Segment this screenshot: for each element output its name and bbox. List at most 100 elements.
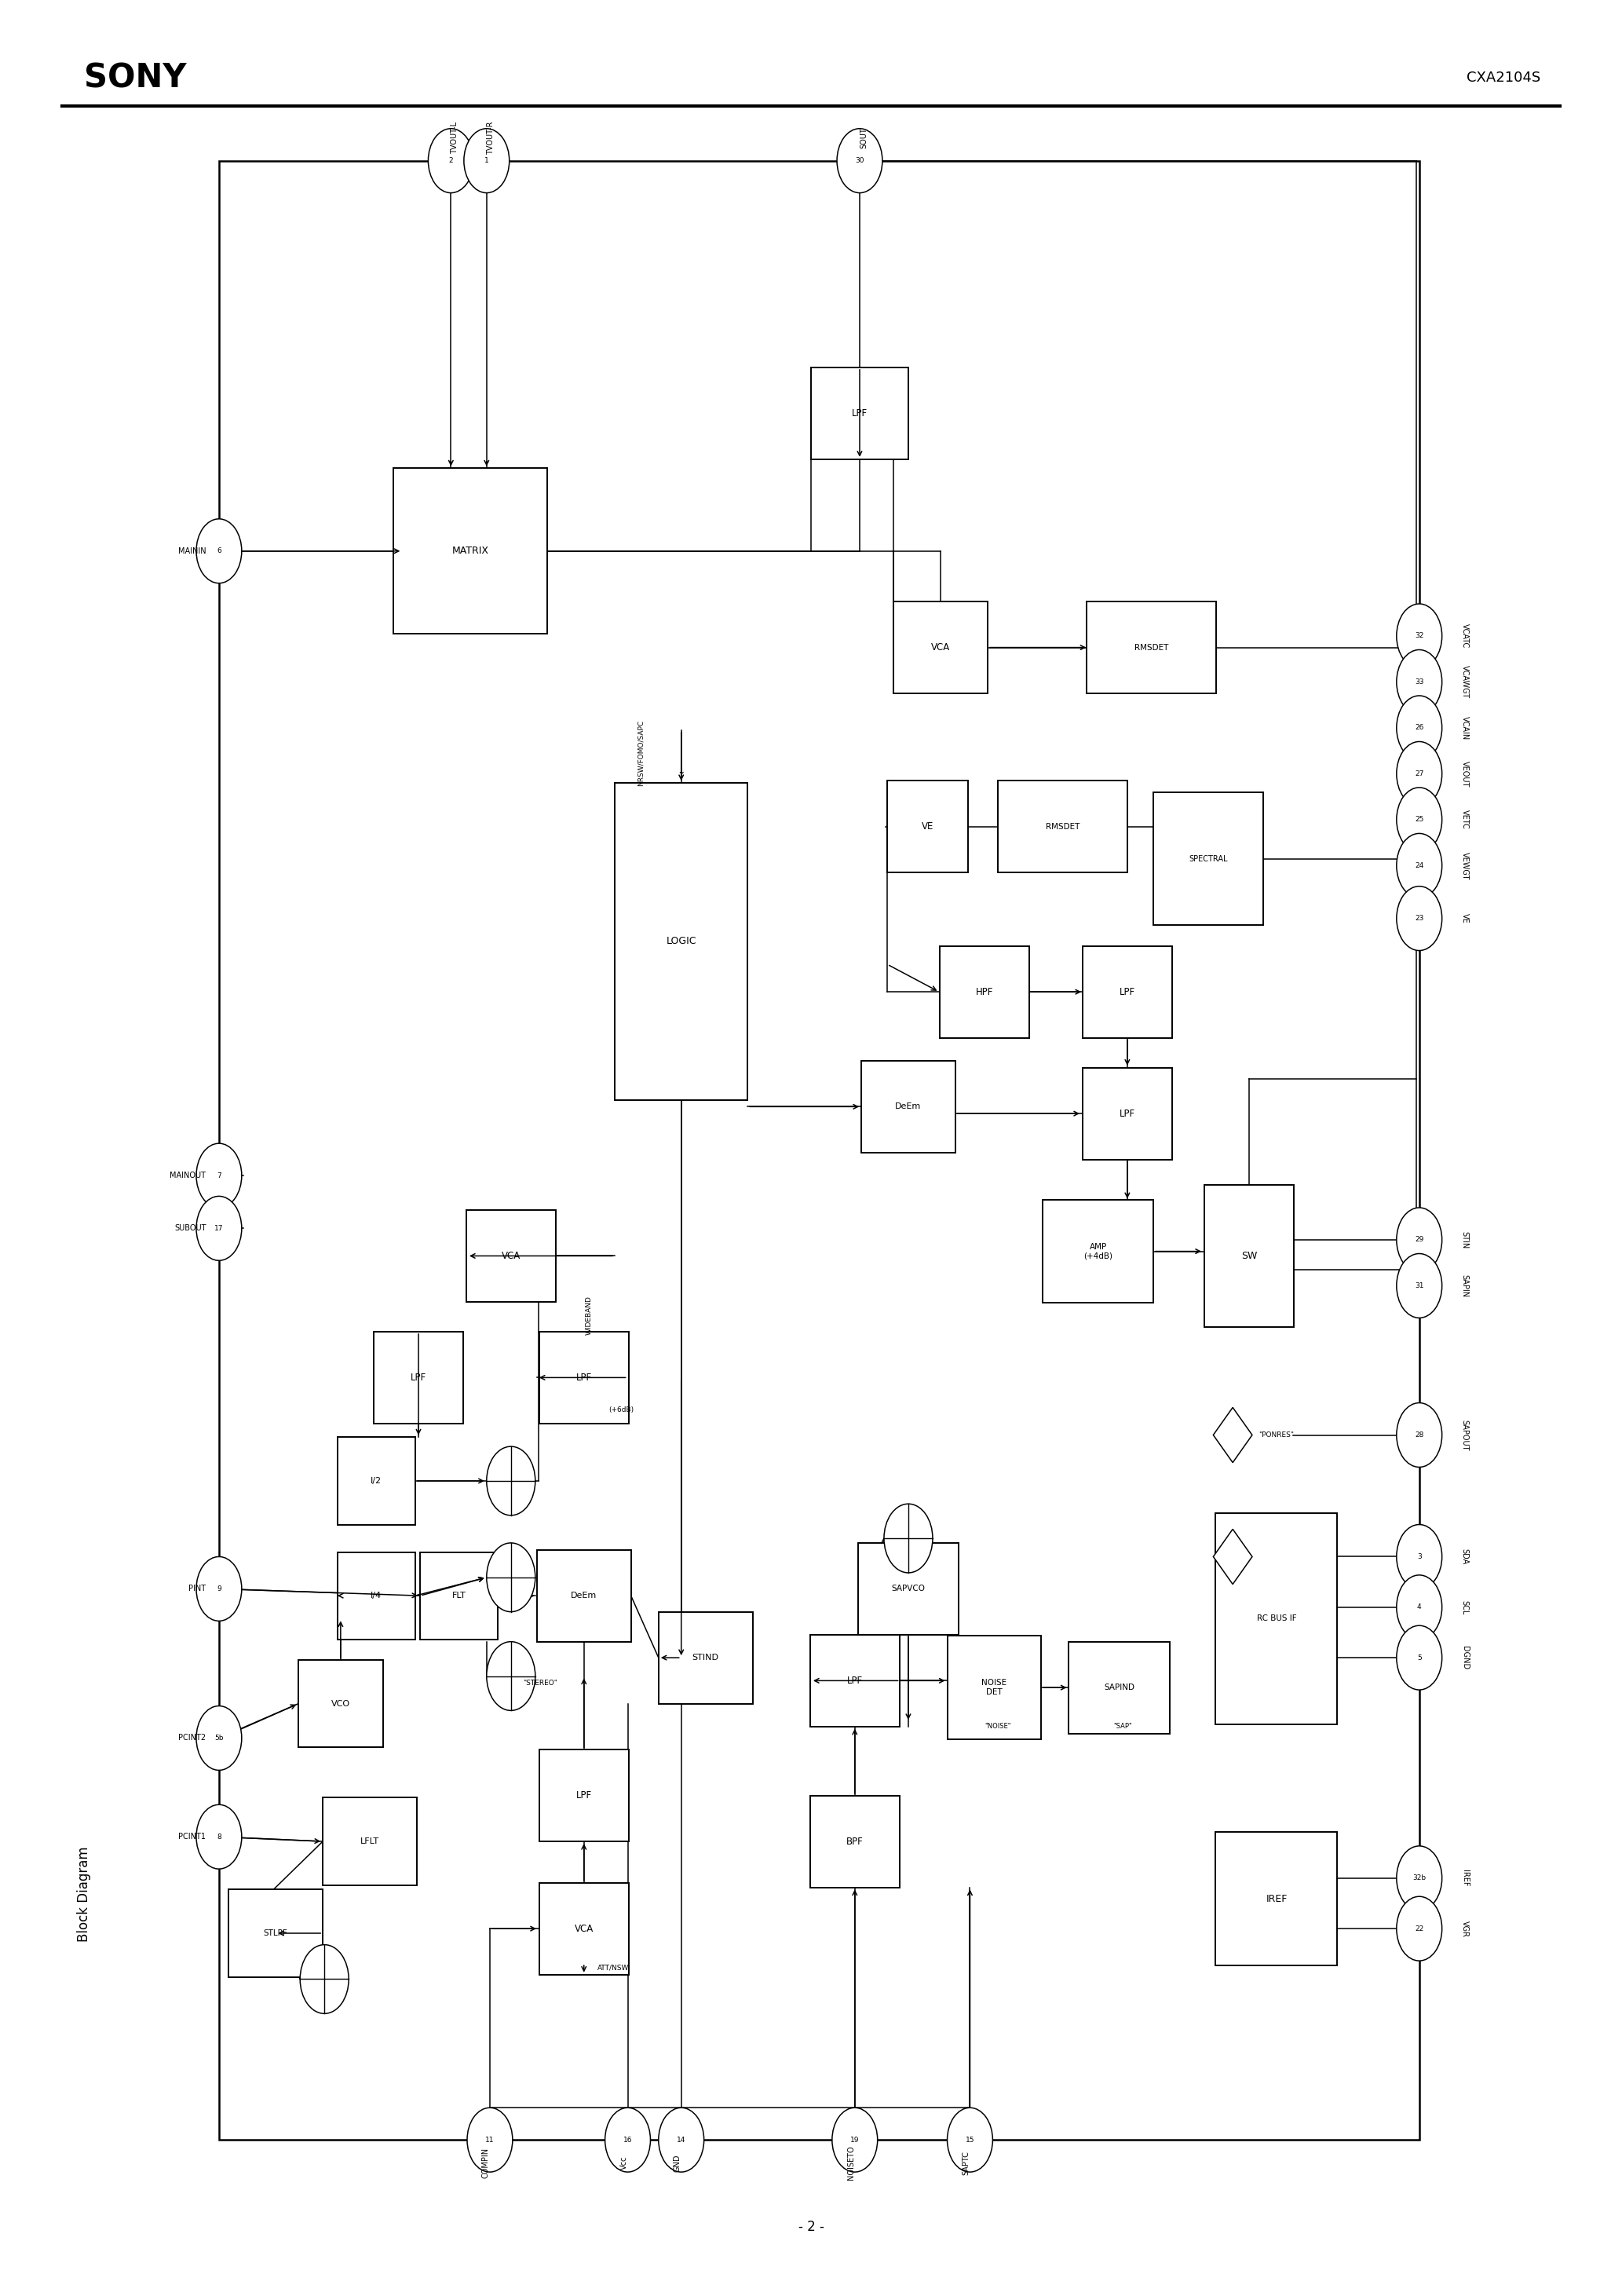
Bar (1087, 602, 1216, 693)
Text: SONY: SONY (84, 62, 187, 94)
Text: 30: 30 (855, 156, 865, 165)
Bar (337, 1552, 415, 1639)
Text: AMP
(+4dB): AMP (+4dB) (1083, 1242, 1113, 1261)
Text: STLPF: STLPF (264, 1929, 287, 1938)
Circle shape (1397, 1575, 1442, 1639)
Text: SAPOUT: SAPOUT (1461, 1419, 1468, 1451)
Text: NOISE
DET: NOISE DET (981, 1678, 1007, 1697)
Text: ATT/NSW: ATT/NSW (597, 1963, 629, 1972)
Bar (323, 1798, 417, 1885)
Circle shape (1397, 1626, 1442, 1690)
Circle shape (605, 2108, 650, 2172)
Text: PCINT2: PCINT2 (178, 1733, 206, 1743)
Circle shape (487, 1642, 535, 1711)
Circle shape (1397, 696, 1442, 760)
Circle shape (1397, 886, 1442, 951)
Text: 24: 24 (1414, 861, 1424, 870)
Circle shape (1397, 650, 1442, 714)
Circle shape (196, 1196, 242, 1261)
Text: "PONRES": "PONRES" (1259, 1430, 1294, 1440)
Bar (337, 1437, 415, 1525)
Text: TVOUT-R: TVOUT-R (487, 122, 495, 154)
Bar (539, 1332, 628, 1424)
Bar (373, 1332, 464, 1424)
Text: DeEm: DeEm (895, 1102, 921, 1111)
Text: VCO: VCO (331, 1699, 350, 1708)
Bar (858, 1543, 959, 1635)
Text: BPF: BPF (847, 1837, 863, 1846)
Text: ↓: ↓ (676, 767, 686, 776)
Text: 17: 17 (214, 1224, 224, 1233)
Text: 31: 31 (1414, 1281, 1424, 1290)
Circle shape (487, 1446, 535, 1515)
Text: VEWGT: VEWGT (1461, 852, 1468, 879)
Text: VETC: VETC (1461, 810, 1468, 829)
Circle shape (196, 1557, 242, 1621)
Circle shape (1397, 833, 1442, 898)
Bar (1216, 1832, 1337, 1965)
Text: LOGIC: LOGIC (667, 937, 696, 946)
Text: MAINOUT: MAINOUT (170, 1171, 206, 1180)
Text: SCL: SCL (1461, 1600, 1468, 1614)
Text: - 2 -: - 2 - (798, 2220, 824, 2234)
Text: SAPIN: SAPIN (1461, 1274, 1468, 1297)
Text: LPF: LPF (847, 1676, 863, 1685)
Text: 11: 11 (485, 2135, 495, 2144)
Bar (1204, 1185, 1294, 1327)
Text: 6: 6 (217, 546, 221, 556)
Text: VCA: VCA (574, 1924, 594, 1933)
Text: MAININ: MAININ (178, 546, 206, 556)
Text: 1: 1 (485, 156, 488, 165)
Text: 28: 28 (1414, 1430, 1424, 1440)
Text: TVOUT-L: TVOUT-L (451, 122, 459, 154)
Text: 9: 9 (217, 1584, 221, 1593)
Text: PCINT1: PCINT1 (178, 1832, 206, 1841)
Bar (861, 1061, 955, 1153)
Text: GND: GND (673, 2154, 681, 2172)
Circle shape (487, 1543, 535, 1612)
Text: IREF: IREF (1265, 1894, 1288, 1903)
Bar (1153, 792, 1264, 925)
Circle shape (1397, 1403, 1442, 1467)
Circle shape (1397, 1896, 1442, 1961)
Text: VCAIN: VCAIN (1461, 716, 1468, 739)
Text: LFLT: LFLT (360, 1837, 380, 1846)
Text: COMPIN: COMPIN (482, 2147, 490, 2179)
Circle shape (300, 1945, 349, 2014)
Bar (537, 1550, 631, 1642)
Text: VGR: VGR (1461, 1919, 1468, 1938)
Text: 33: 33 (1414, 677, 1424, 687)
Text: "SAP": "SAP" (1113, 1722, 1132, 1731)
Bar (1216, 1513, 1337, 1724)
Bar (539, 1883, 628, 1975)
Bar (811, 1795, 899, 1887)
Text: VCA: VCA (501, 1251, 521, 1261)
Text: 14: 14 (676, 2135, 686, 2144)
Text: 8: 8 (217, 1832, 221, 1841)
Text: 5b: 5b (214, 1733, 224, 1743)
Text: 4: 4 (1418, 1603, 1421, 1612)
Bar (659, 1612, 753, 1704)
Bar (887, 781, 968, 872)
Text: 32b: 32b (1413, 1874, 1426, 1883)
Text: SOUT: SOUT (860, 126, 868, 149)
Circle shape (196, 519, 242, 583)
Text: CXA2104S: CXA2104S (1466, 71, 1541, 85)
Text: 5: 5 (1418, 1653, 1421, 1662)
Text: DGND: DGND (1461, 1646, 1468, 1669)
Bar (539, 1750, 628, 1841)
Text: SAPVCO: SAPVCO (892, 1584, 925, 1593)
Text: VCAWGT: VCAWGT (1461, 666, 1468, 698)
Circle shape (428, 129, 474, 193)
Circle shape (196, 1805, 242, 1869)
Text: SDA: SDA (1461, 1550, 1468, 1564)
Text: VEOUT: VEOUT (1461, 760, 1468, 788)
Circle shape (884, 1504, 933, 1573)
Bar (1083, 1068, 1173, 1159)
Text: SW: SW (1241, 1251, 1257, 1261)
Text: 29: 29 (1414, 1235, 1424, 1244)
Text: (+6dB): (+6dB) (608, 1405, 634, 1414)
Text: VE: VE (1461, 914, 1468, 923)
Text: VE: VE (921, 822, 934, 831)
Text: Vcc: Vcc (620, 2156, 628, 2170)
